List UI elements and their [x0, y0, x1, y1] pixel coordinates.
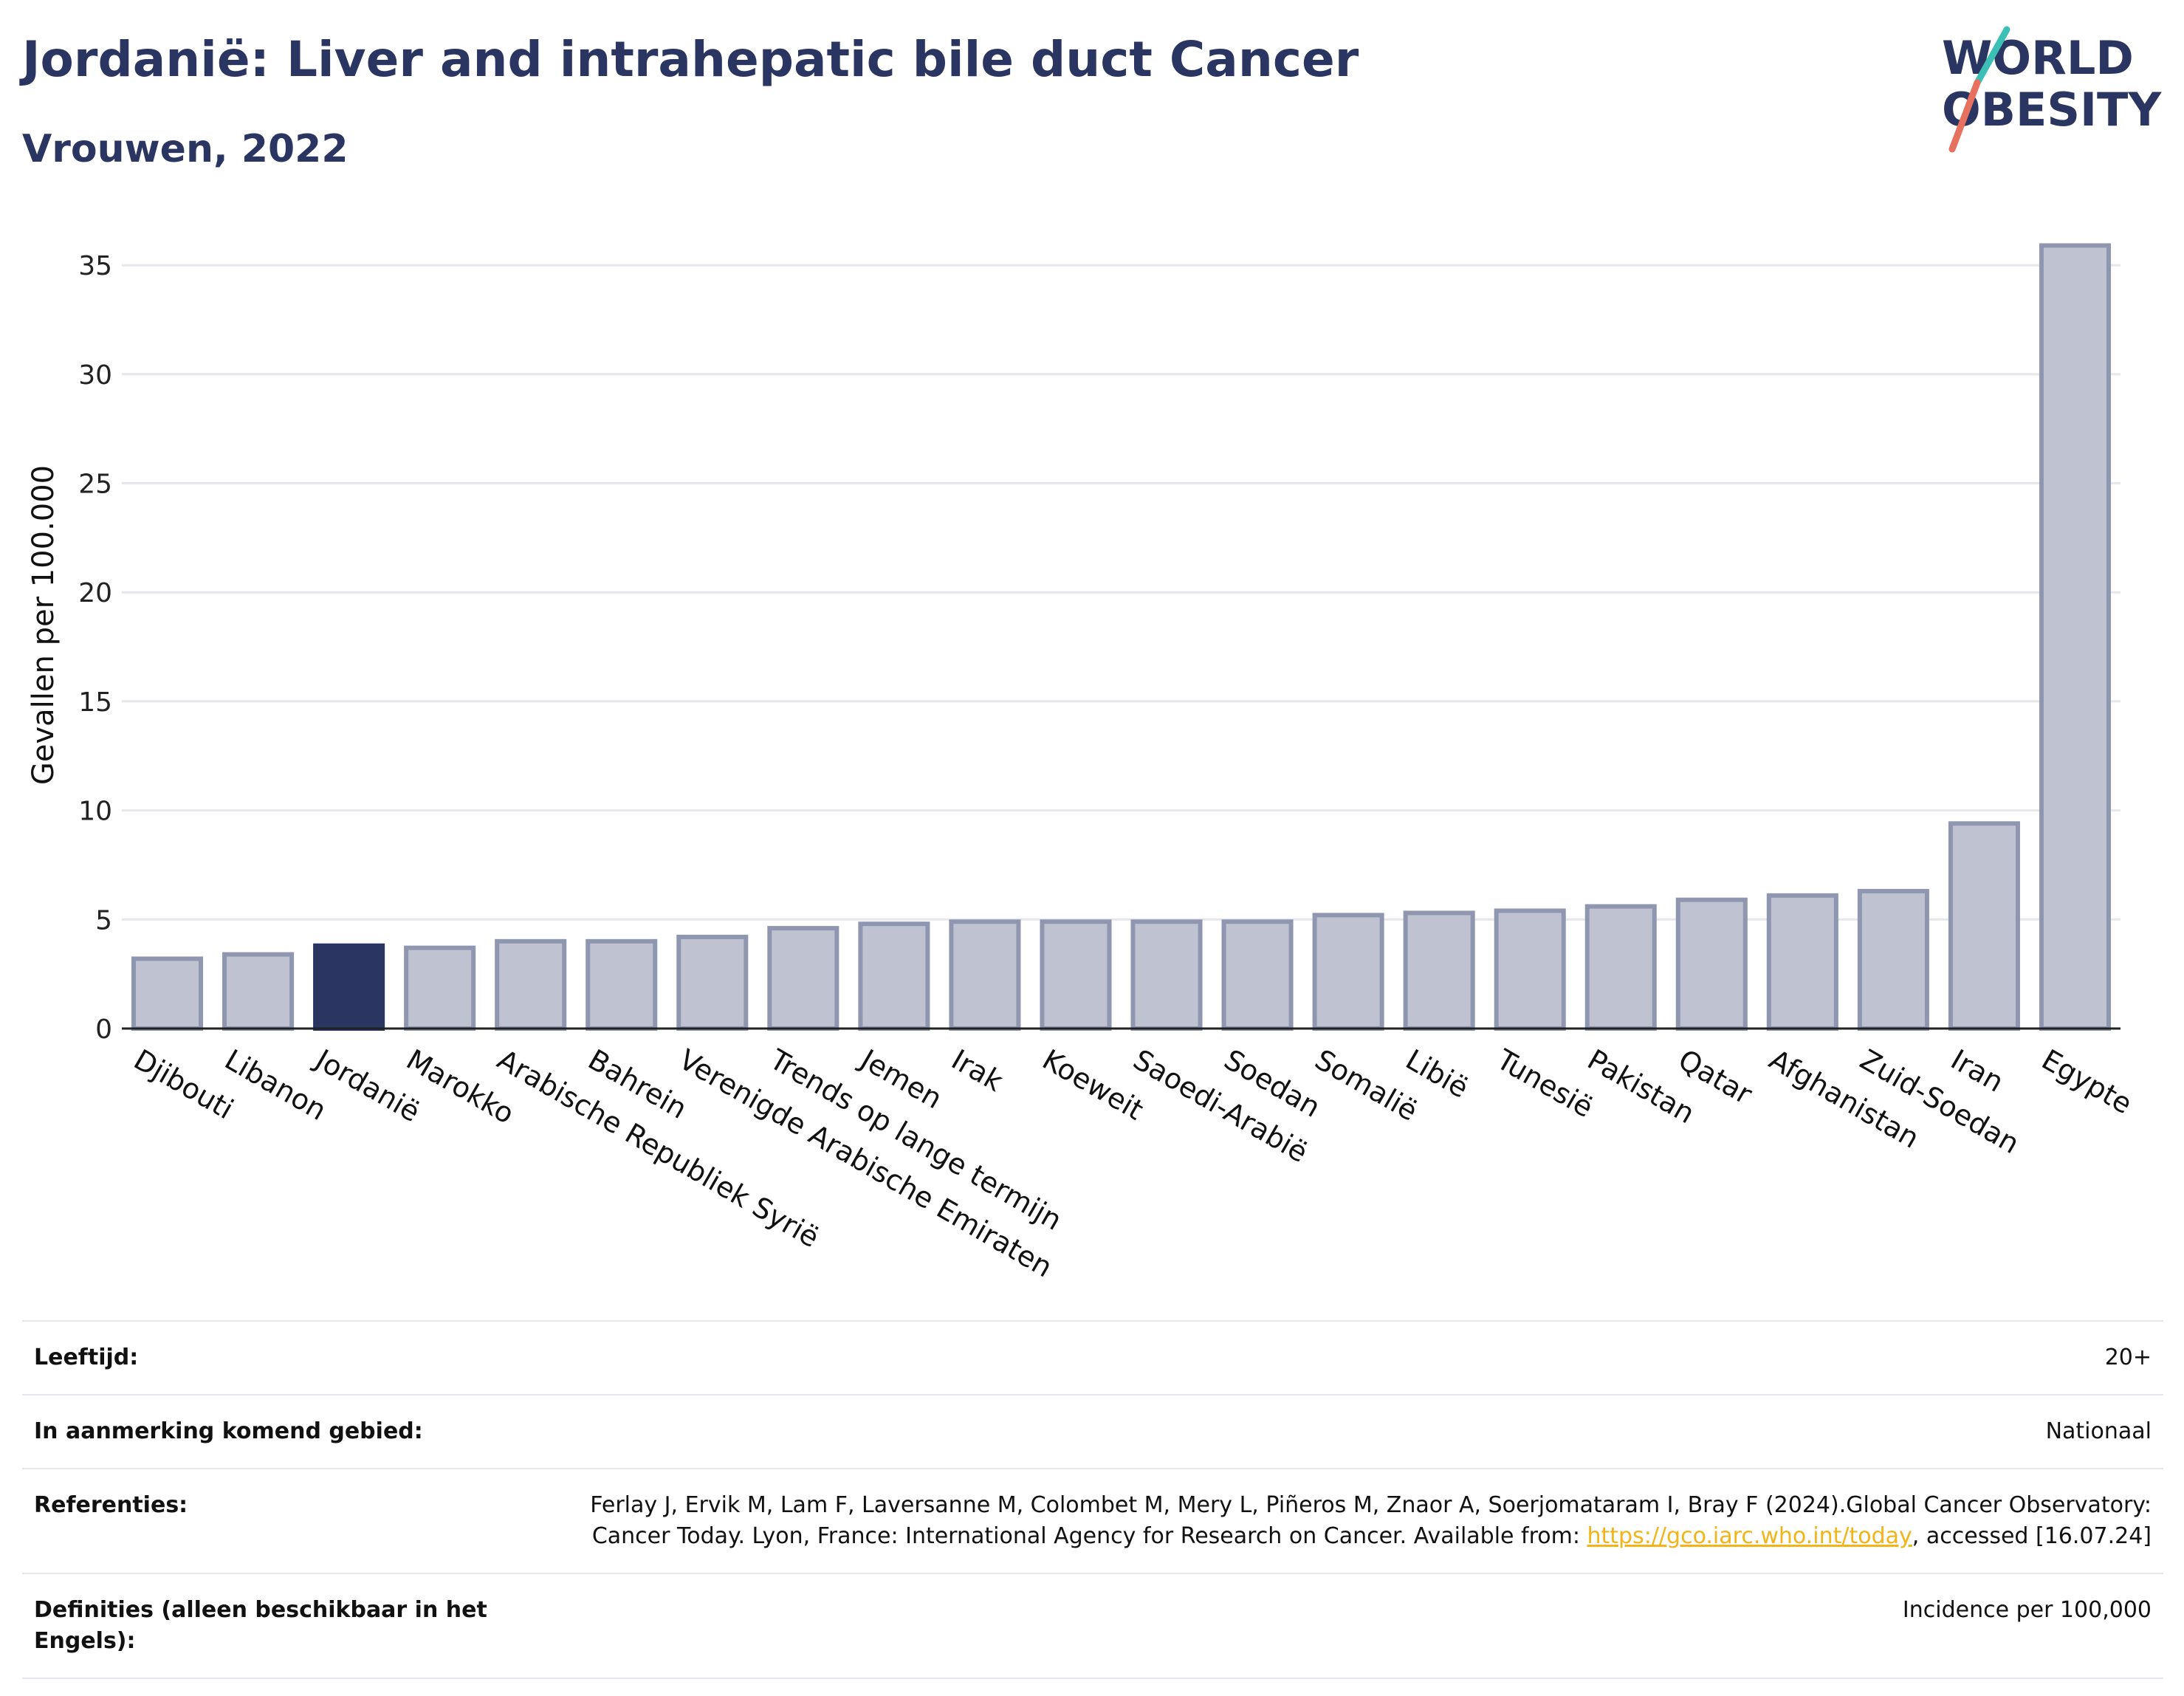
reference-accessed: , accessed [16.07.24] [1912, 1523, 2152, 1549]
bar-zuid-soedan[interactable] [1857, 888, 1929, 1031]
logo-text-world: WORLD [1942, 31, 2134, 85]
logo-slash-coral [1948, 79, 1981, 153]
x-axis-ticks: DjiboutiLibanonJordaniëMarokkoArabische … [128, 1043, 2137, 1284]
bar-jemen[interactable] [858, 921, 930, 1031]
meta-row-definitions: Definities (alleen beschikbaar in het En… [22, 1573, 2163, 1679]
bar-koeweit[interactable] [1040, 919, 1112, 1031]
bar-egypte[interactable] [2039, 243, 2112, 1031]
reference-link[interactable]: https://gco.iarc.who.int/today [1587, 1523, 1912, 1549]
bar-trends-op-lange-termijn[interactable] [767, 926, 839, 1031]
meta-value-area: Nationaal [2045, 1418, 2152, 1444]
bar-qatar[interactable] [1675, 897, 1748, 1031]
bar-tunesi-[interactable] [1494, 908, 1566, 1031]
x-tick-label: Egypte [2036, 1043, 2137, 1121]
x-tick-label: Koeweit [1037, 1043, 1149, 1127]
meta-value-definitions: Incidence per 100,000 [1902, 1597, 2152, 1623]
bar-afghanistan[interactable] [1766, 893, 1838, 1031]
meta-label-area: In aanmerking komend gebied: [34, 1418, 423, 1444]
bar-iran[interactable] [1948, 821, 2020, 1031]
bar-bahrein[interactable] [586, 938, 658, 1031]
bar-libanon[interactable] [222, 952, 295, 1031]
bar-irak[interactable] [949, 919, 1021, 1031]
logo-slash-teal [1974, 26, 2010, 86]
gridlines [122, 264, 2121, 921]
chart-subtitle: Vrouwen, 2022 [22, 127, 348, 171]
x-tick-label: Libanon [219, 1043, 332, 1127]
x-tick-label: Somalië [1310, 1043, 1424, 1127]
logo-text-obesity: OBESITY [1942, 83, 2162, 137]
y-tick-label: 15 [78, 687, 112, 718]
x-tick-label: Tunesië [1491, 1043, 1598, 1124]
bar-jordani-[interactable] [313, 943, 385, 1031]
meta-row-area: In aanmerking komend gebied: Nationaal [22, 1394, 2163, 1468]
x-tick-label: Iran [1946, 1043, 2009, 1099]
y-axis-label: Gevallen per 100.000 [27, 465, 61, 785]
y-tick-label: 10 [78, 797, 112, 827]
x-tick-label: Jordanië [309, 1043, 425, 1129]
meta-value-references: Ferlay J, Ervik M, Lam F, Laversanne M, … [552, 1469, 2163, 1573]
meta-label-references: Referenties: [34, 1492, 188, 1518]
bar-marokko[interactable] [404, 945, 476, 1031]
bar-saoedi-arabi-[interactable] [1130, 919, 1203, 1031]
world-obesity-logo: WORLD OBESITY [1942, 26, 2162, 153]
metadata-table: Leeftijd: 20+ In aanmerking komend gebie… [22, 1320, 2163, 1679]
bar-verenigde-arabische-emiraten[interactable] [676, 934, 749, 1031]
bar-libi-[interactable] [1403, 910, 1475, 1031]
bar-djibouti[interactable] [131, 956, 204, 1031]
meta-label-definitions: Definities (alleen beschikbaar in het En… [34, 1597, 487, 1654]
meta-row-references: Referenties: Ferlay J, Ervik M, Lam F, L… [22, 1468, 2163, 1573]
y-tick-label: 0 [95, 1014, 112, 1045]
y-tick-label: 25 [78, 469, 112, 499]
bar-chart: 0 5 10 15 20 25 30 35 DjiboutiLibanonJordaniëMa… [27, 243, 2137, 1284]
x-tick-label: Irak [946, 1043, 1008, 1098]
meta-value-age: 20+ [2104, 1345, 2152, 1370]
bar-soedan[interactable] [1221, 919, 1294, 1031]
meta-label-age: Leeftijd: [34, 1345, 139, 1370]
y-tick-label: 35 [78, 251, 112, 281]
y-tick-label: 30 [78, 360, 112, 391]
bars [131, 243, 2112, 1031]
bar-pakistan[interactable] [1584, 904, 1657, 1031]
chart-title: Jordanië: Liver and intrahepatic bile du… [22, 31, 1359, 88]
bar-arabische-republiek-syri-[interactable] [495, 938, 567, 1031]
reference-text: Ferlay J, Ervik M, Lam F, Laversanne M, … [590, 1492, 2152, 1549]
meta-row-age: Leeftijd: 20+ [22, 1320, 2163, 1394]
y-tick-label: 5 [95, 905, 112, 935]
y-axis-ticks: 0 5 10 15 20 25 30 35 [78, 251, 112, 1045]
bar-somali-[interactable] [1312, 913, 1384, 1031]
y-tick-label: 20 [78, 578, 112, 608]
x-tick-label: Djibouti [128, 1043, 239, 1126]
